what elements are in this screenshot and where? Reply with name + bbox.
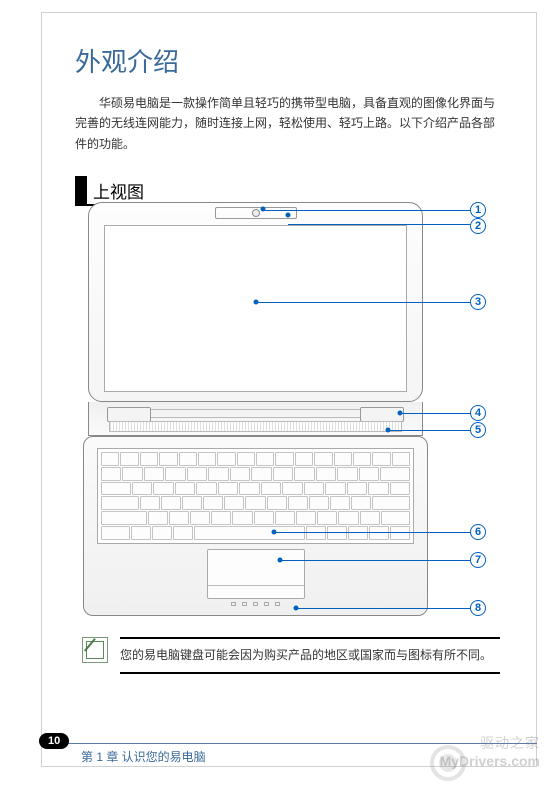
callout-dot bbox=[286, 213, 291, 218]
key-row bbox=[101, 496, 410, 510]
callout-line bbox=[388, 430, 470, 431]
callout-number: 4 bbox=[470, 405, 486, 421]
touchpad-buttons bbox=[208, 585, 304, 598]
hinge-cap-left bbox=[107, 407, 151, 422]
callout-dot bbox=[278, 558, 283, 563]
callout-line bbox=[400, 413, 470, 414]
hinge-strip bbox=[109, 409, 402, 418]
content-area: 外观介绍 华硕易电脑是一款操作简单且轻巧的携带型电脑，具备直观的图像化界面与完善… bbox=[75, 42, 505, 211]
key-row bbox=[101, 526, 410, 540]
callout-number: 8 bbox=[470, 600, 486, 616]
laptop-diagram bbox=[78, 202, 438, 622]
palmrest bbox=[97, 547, 414, 609]
laptop-base bbox=[83, 436, 428, 616]
callout-line bbox=[274, 532, 470, 533]
callout-number: 2 bbox=[470, 218, 486, 234]
keyboard bbox=[97, 448, 414, 544]
display-panel bbox=[104, 225, 407, 392]
intro-paragraph: 华硕易电脑是一款操作简单且轻巧的携带型电脑，具备直观的图像化界面与完善的无线连网… bbox=[75, 93, 505, 154]
status-leds bbox=[221, 602, 291, 607]
callout-dot bbox=[261, 207, 266, 212]
callout-dot bbox=[254, 300, 259, 305]
callout-line bbox=[256, 302, 470, 303]
callout-number: 7 bbox=[470, 552, 486, 568]
note-text-wrap: 您的易电脑键盘可能会因为购买产品的地区或国家而与图标有所不同。 bbox=[120, 637, 500, 674]
watermark-cn: 驱动之家 bbox=[440, 733, 540, 753]
callout-number: 1 bbox=[470, 202, 486, 218]
key-row bbox=[101, 482, 410, 496]
callout-line bbox=[263, 210, 470, 211]
key-row bbox=[101, 511, 410, 525]
callout-dot bbox=[294, 606, 299, 611]
callout-dot bbox=[398, 411, 403, 416]
camera-module bbox=[215, 207, 297, 219]
callout-line bbox=[288, 224, 470, 225]
note-block: 您的易电脑键盘可能会因为购买产品的地区或国家而与图标有所不同。 bbox=[82, 637, 500, 674]
speaker-grille bbox=[109, 421, 402, 432]
page-title: 外观介绍 bbox=[75, 42, 505, 79]
watermark-en: MyDrivers.com bbox=[440, 753, 540, 769]
key-row bbox=[101, 467, 410, 481]
callout-dot bbox=[272, 530, 277, 535]
callout-number: 5 bbox=[470, 422, 486, 438]
callout-number: 6 bbox=[470, 524, 486, 540]
camera-lens-icon bbox=[252, 209, 260, 217]
note-text: 您的易电脑键盘可能会因为购买产品的地区或国家而与图标有所不同。 bbox=[120, 646, 500, 665]
callout-line bbox=[296, 608, 470, 609]
key-row bbox=[101, 452, 410, 466]
page-number-badge: 10 bbox=[39, 733, 69, 749]
callout-dot bbox=[386, 428, 391, 433]
callout-number: 3 bbox=[470, 294, 486, 310]
hinge-area bbox=[88, 402, 423, 436]
callout-line bbox=[280, 560, 470, 561]
touchpad bbox=[207, 549, 305, 599]
footer-chapter: 第 1 章 认识您的易电脑 bbox=[81, 745, 206, 765]
note-icon bbox=[82, 637, 108, 663]
watermark: 驱动之家 MyDrivers.com bbox=[440, 733, 540, 769]
